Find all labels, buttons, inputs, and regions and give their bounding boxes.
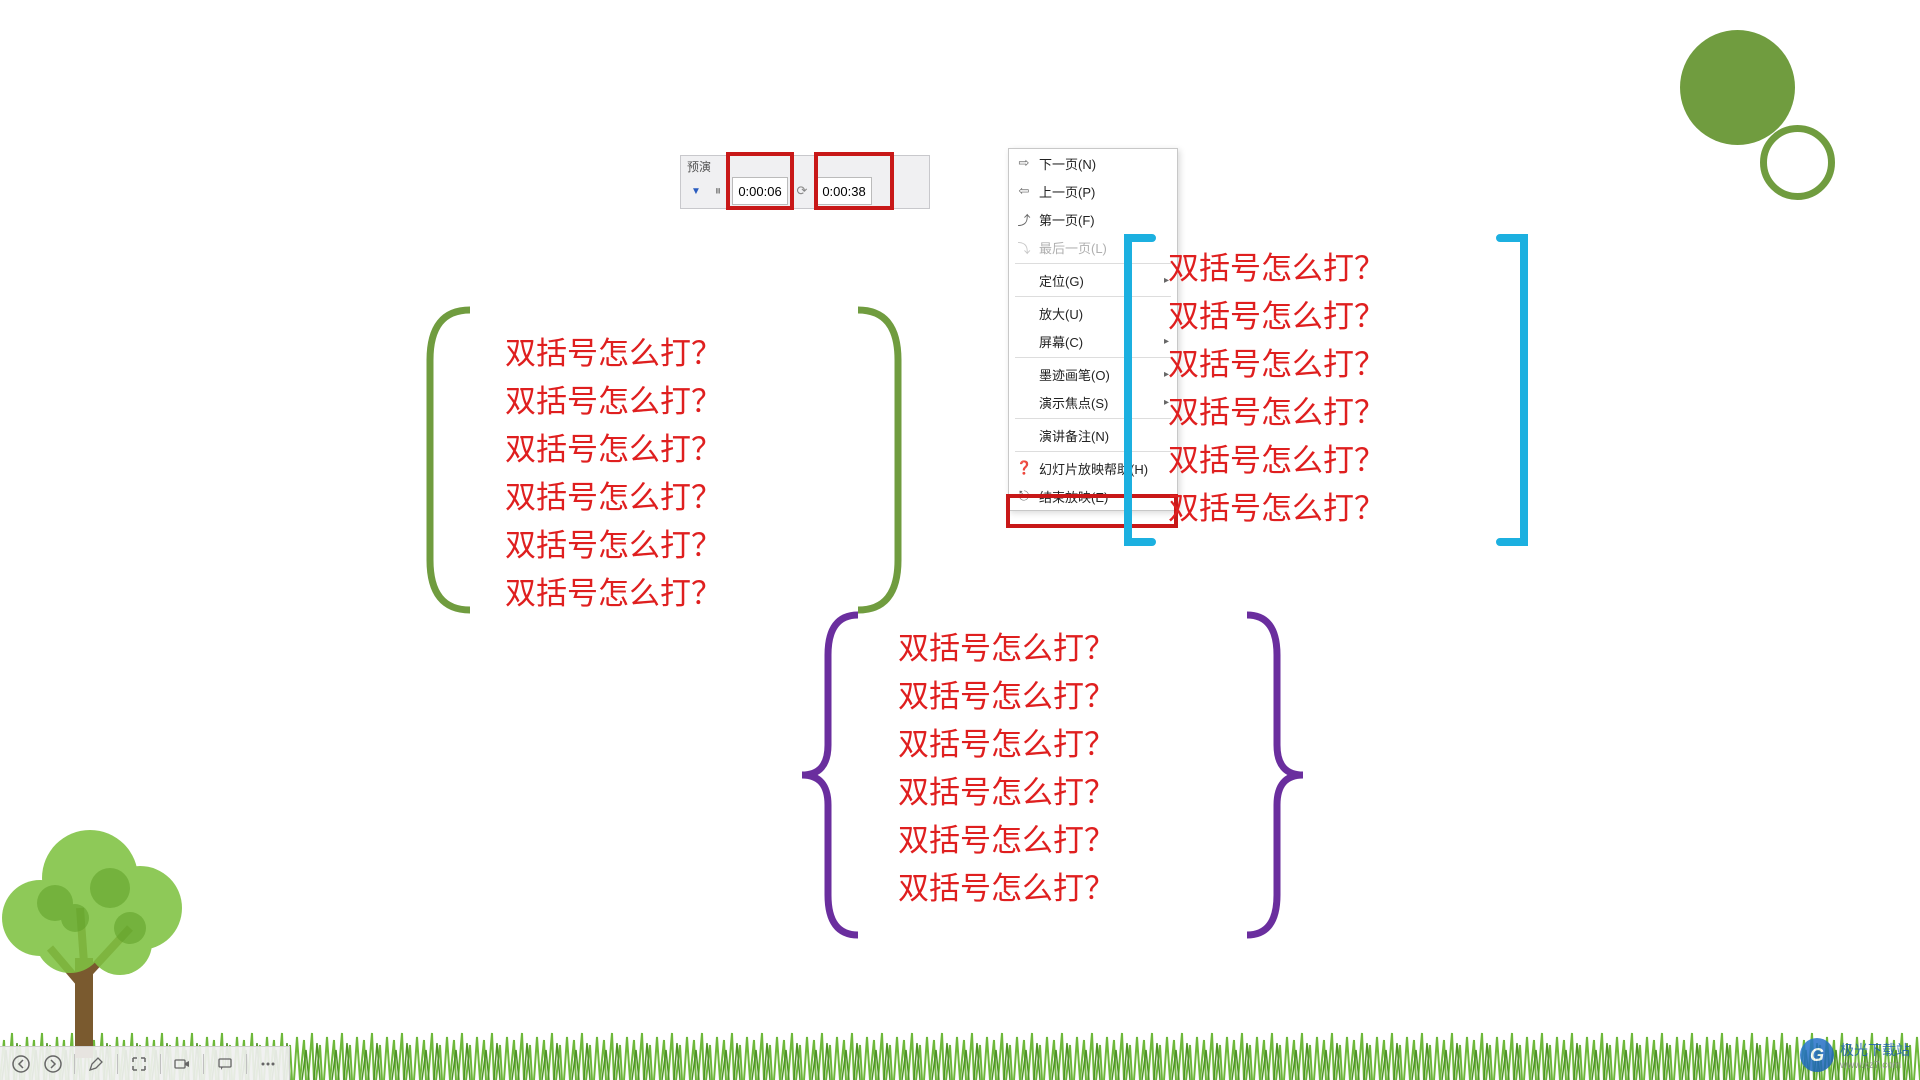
- menu-item-icon: ⤴: [1016, 210, 1032, 229]
- sample-text-line: 双括号怎么打？: [505, 378, 722, 426]
- sample-text-right: 双括号怎么打？双括号怎么打？双括号怎么打？双括号怎么打？双括号怎么打？双括号怎么…: [1168, 245, 1385, 533]
- paren-right-bracket: [848, 300, 908, 620]
- menu-item[interactable]: ⤴ 第一页(F): [1009, 205, 1177, 233]
- sample-text-line: 双括号怎么打？: [1168, 245, 1385, 293]
- menu-item-icon: ❓: [1016, 460, 1032, 476]
- sample-text-line: 双括号怎么打？: [898, 673, 1115, 721]
- menu-item[interactable]: ⇨ 下一页(N): [1009, 149, 1177, 177]
- watermark-text: 极光下载站 www.xz7.com: [1840, 1040, 1910, 1071]
- sample-text-line: 双括号怎么打？: [505, 330, 722, 378]
- timer-body: ▼ ⏸ 0:00:06 ⟳ 0:00:38: [681, 174, 929, 208]
- menu-item-label: 下一页(N): [1039, 154, 1096, 173]
- sample-text-line: 双括号怎么打？: [1168, 341, 1385, 389]
- menu-item-icon: ⇦: [1016, 183, 1032, 199]
- watermark-url: www.xz7.com: [1840, 1060, 1910, 1071]
- sample-text-line: 双括号怎么打？: [898, 817, 1115, 865]
- menu-item-label: 墨迹画笔(O): [1039, 365, 1110, 384]
- toolbar-separator: [246, 1054, 247, 1074]
- menu-item-label: 上一页(P): [1039, 182, 1095, 201]
- record-button[interactable]: [167, 1051, 197, 1077]
- menu-item-label: 第一页(F): [1039, 210, 1095, 229]
- pen-tool-button[interactable]: [81, 1051, 111, 1077]
- toolbar-separator: [117, 1054, 118, 1074]
- sample-text-line: 双括号怎么打？: [1168, 293, 1385, 341]
- focus-tool-button[interactable]: [124, 1051, 154, 1077]
- watermark-title: 极光下载站: [1840, 1042, 1910, 1058]
- square-right-bracket: [1492, 230, 1532, 550]
- sample-text-line: 双括号怎么打？: [898, 721, 1115, 769]
- sample-text-line: 双括号怎么打？: [505, 426, 722, 474]
- menu-item-label: 演示焦点(S): [1039, 393, 1108, 412]
- notes-button[interactable]: [210, 1051, 240, 1077]
- timer-total-time: 0:00:38: [816, 177, 872, 205]
- menu-item-icon: ⎋: [1016, 488, 1032, 504]
- watermark-logo-icon: G: [1800, 1038, 1834, 1072]
- next-slide-button[interactable]: [38, 1051, 68, 1077]
- menu-item-label: 最后一页(L): [1039, 238, 1107, 257]
- reset-icon[interactable]: ⟳: [791, 177, 813, 205]
- curly-right-bracket: [1235, 605, 1315, 945]
- sample-text-line: 双括号怎么打？: [898, 865, 1115, 913]
- tree-decoration: [0, 788, 220, 1068]
- menu-item-icon: ⤵: [1016, 238, 1032, 257]
- toolbar-separator: [203, 1054, 204, 1074]
- sample-text-line: 双括号怎么打？: [1168, 437, 1385, 485]
- square-left-bracket: [1120, 230, 1160, 550]
- menu-item-label: 屏幕(C): [1039, 332, 1083, 351]
- menu-item-label: 放大(U): [1039, 304, 1083, 323]
- sample-text-line: 双括号怎么打？: [898, 769, 1115, 817]
- timer-title: 预演: [681, 156, 929, 176]
- sample-text-line: 双括号怎么打？: [1168, 389, 1385, 437]
- sample-text-line: 双括号怎么打？: [1168, 485, 1385, 533]
- more-button[interactable]: [253, 1051, 283, 1077]
- sample-text-line: 双括号怎么打？: [505, 522, 722, 570]
- menu-item-label: 定位(G): [1039, 271, 1084, 290]
- sample-text-line: 双括号怎么打？: [505, 474, 722, 522]
- menu-item-label: 结束放映(E): [1039, 487, 1108, 506]
- rehearsal-timer-bar: 预演 ▼ ⏸ 0:00:06 ⟳ 0:00:38: [680, 155, 930, 209]
- slideshow-toolbar: [0, 1046, 290, 1080]
- sample-text-left: 双括号怎么打？双括号怎么打？双括号怎么打？双括号怎么打？双括号怎么打？双括号怎么…: [505, 330, 722, 618]
- menu-item[interactable]: ⇦ 上一页(P): [1009, 177, 1177, 205]
- toolbar-separator: [160, 1054, 161, 1074]
- decor-circle-solid: [1680, 30, 1795, 145]
- site-watermark: G 极光下载站 www.xz7.com: [1800, 1038, 1910, 1072]
- sample-text-line: 双括号怎么打？: [505, 570, 722, 618]
- sample-text-line: 双括号怎么打？: [898, 625, 1115, 673]
- menu-item-label: 演讲备注(N): [1039, 426, 1109, 445]
- curly-left-bracket: [790, 605, 870, 945]
- pause-icon[interactable]: ⏸: [707, 177, 729, 205]
- timer-slide-time: 0:00:06: [732, 177, 788, 205]
- paren-left-bracket: [420, 300, 480, 620]
- timer-dropdown-icon[interactable]: ▼: [685, 177, 707, 205]
- menu-item-icon: ⇨: [1016, 155, 1032, 171]
- sample-text-bottom: 双括号怎么打？双括号怎么打？双括号怎么打？双括号怎么打？双括号怎么打？双括号怎么…: [898, 625, 1115, 913]
- prev-slide-button[interactable]: [6, 1051, 36, 1077]
- toolbar-separator: [74, 1054, 75, 1074]
- decor-circle-ring: [1760, 125, 1835, 200]
